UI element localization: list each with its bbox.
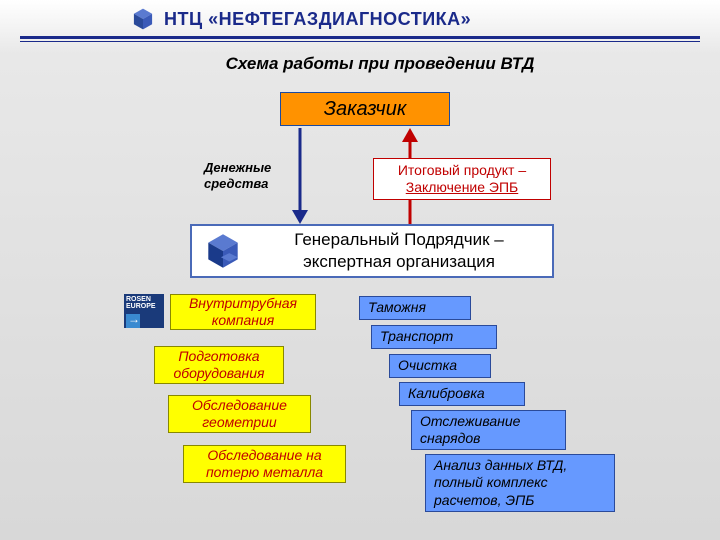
yellow-label-0: Внутритрубная компания [189, 295, 297, 330]
blue-label-0: Таможня [368, 299, 426, 317]
yellow-label-1: Подготовка оборудования [173, 348, 264, 383]
rosen-badge: ROSENEUROPE [124, 294, 164, 328]
brand-prefix: НТЦ [164, 9, 208, 29]
blue-box-0: Таможня [359, 296, 471, 320]
money-label: Денежные средства [204, 160, 271, 191]
header-divider-thin [20, 41, 700, 42]
header: НТЦ «НЕФТЕГАЗДИАГНОСТИКА» [0, 0, 720, 36]
blue-label-4: Отслеживание снарядов [420, 413, 520, 448]
yellow-box-0: Внутритрубная компания [170, 294, 316, 330]
blue-label-2: Очистка [398, 357, 457, 375]
blue-label-3: Калибровка [408, 385, 485, 403]
money-label-l1: Денежные [204, 160, 271, 175]
customer-label: Заказчик [324, 98, 407, 121]
blue-box-3: Калибровка [399, 382, 525, 406]
arrow-down-icon [288, 128, 312, 224]
yellow-label-3: Обследование на потерю металла [206, 447, 323, 482]
page-title: Схема работы при проведении ВТД [0, 54, 720, 74]
final-product-l1: Итоговый продукт – [398, 162, 526, 178]
yellow-label-2: Обследование геометрии [192, 397, 287, 432]
final-product-l2: Заключение ЭПБ [406, 179, 519, 195]
blue-box-1: Транспорт [371, 325, 497, 349]
blue-box-5: Анализ данных ВТД, полный комплекс расче… [425, 454, 615, 512]
blue-label-5: Анализ данных ВТД, полный комплекс расче… [434, 457, 567, 510]
blue-box-2: Очистка [389, 354, 491, 378]
contractor-cube-icon [202, 230, 244, 272]
customer-box: Заказчик [280, 92, 450, 126]
contractor-l2: экспертная организация [303, 252, 495, 271]
final-product-box: Итоговый продукт – Заключение ЭПБ [373, 158, 551, 200]
blue-box-4: Отслеживание снарядов [411, 410, 566, 450]
contractor-l1: Генеральный Подрядчик – [294, 230, 503, 249]
money-label-l2: средства [204, 176, 268, 191]
header-divider [20, 36, 700, 39]
brand-name: «НЕФТЕГАЗДИАГНОСТИКА» [208, 9, 471, 29]
contractor-box: Генеральный Подрядчик – экспертная орган… [190, 224, 554, 278]
yellow-box-3: Обследование на потерю металла [183, 445, 346, 483]
logo-cube-icon [130, 6, 156, 32]
rosen-arrow-icon [126, 314, 140, 328]
yellow-box-1: Подготовка оборудования [154, 346, 284, 384]
brand-text: НТЦ «НЕФТЕГАЗДИАГНОСТИКА» [164, 9, 471, 30]
yellow-box-2: Обследование геометрии [168, 395, 311, 433]
blue-label-1: Транспорт [380, 328, 453, 346]
